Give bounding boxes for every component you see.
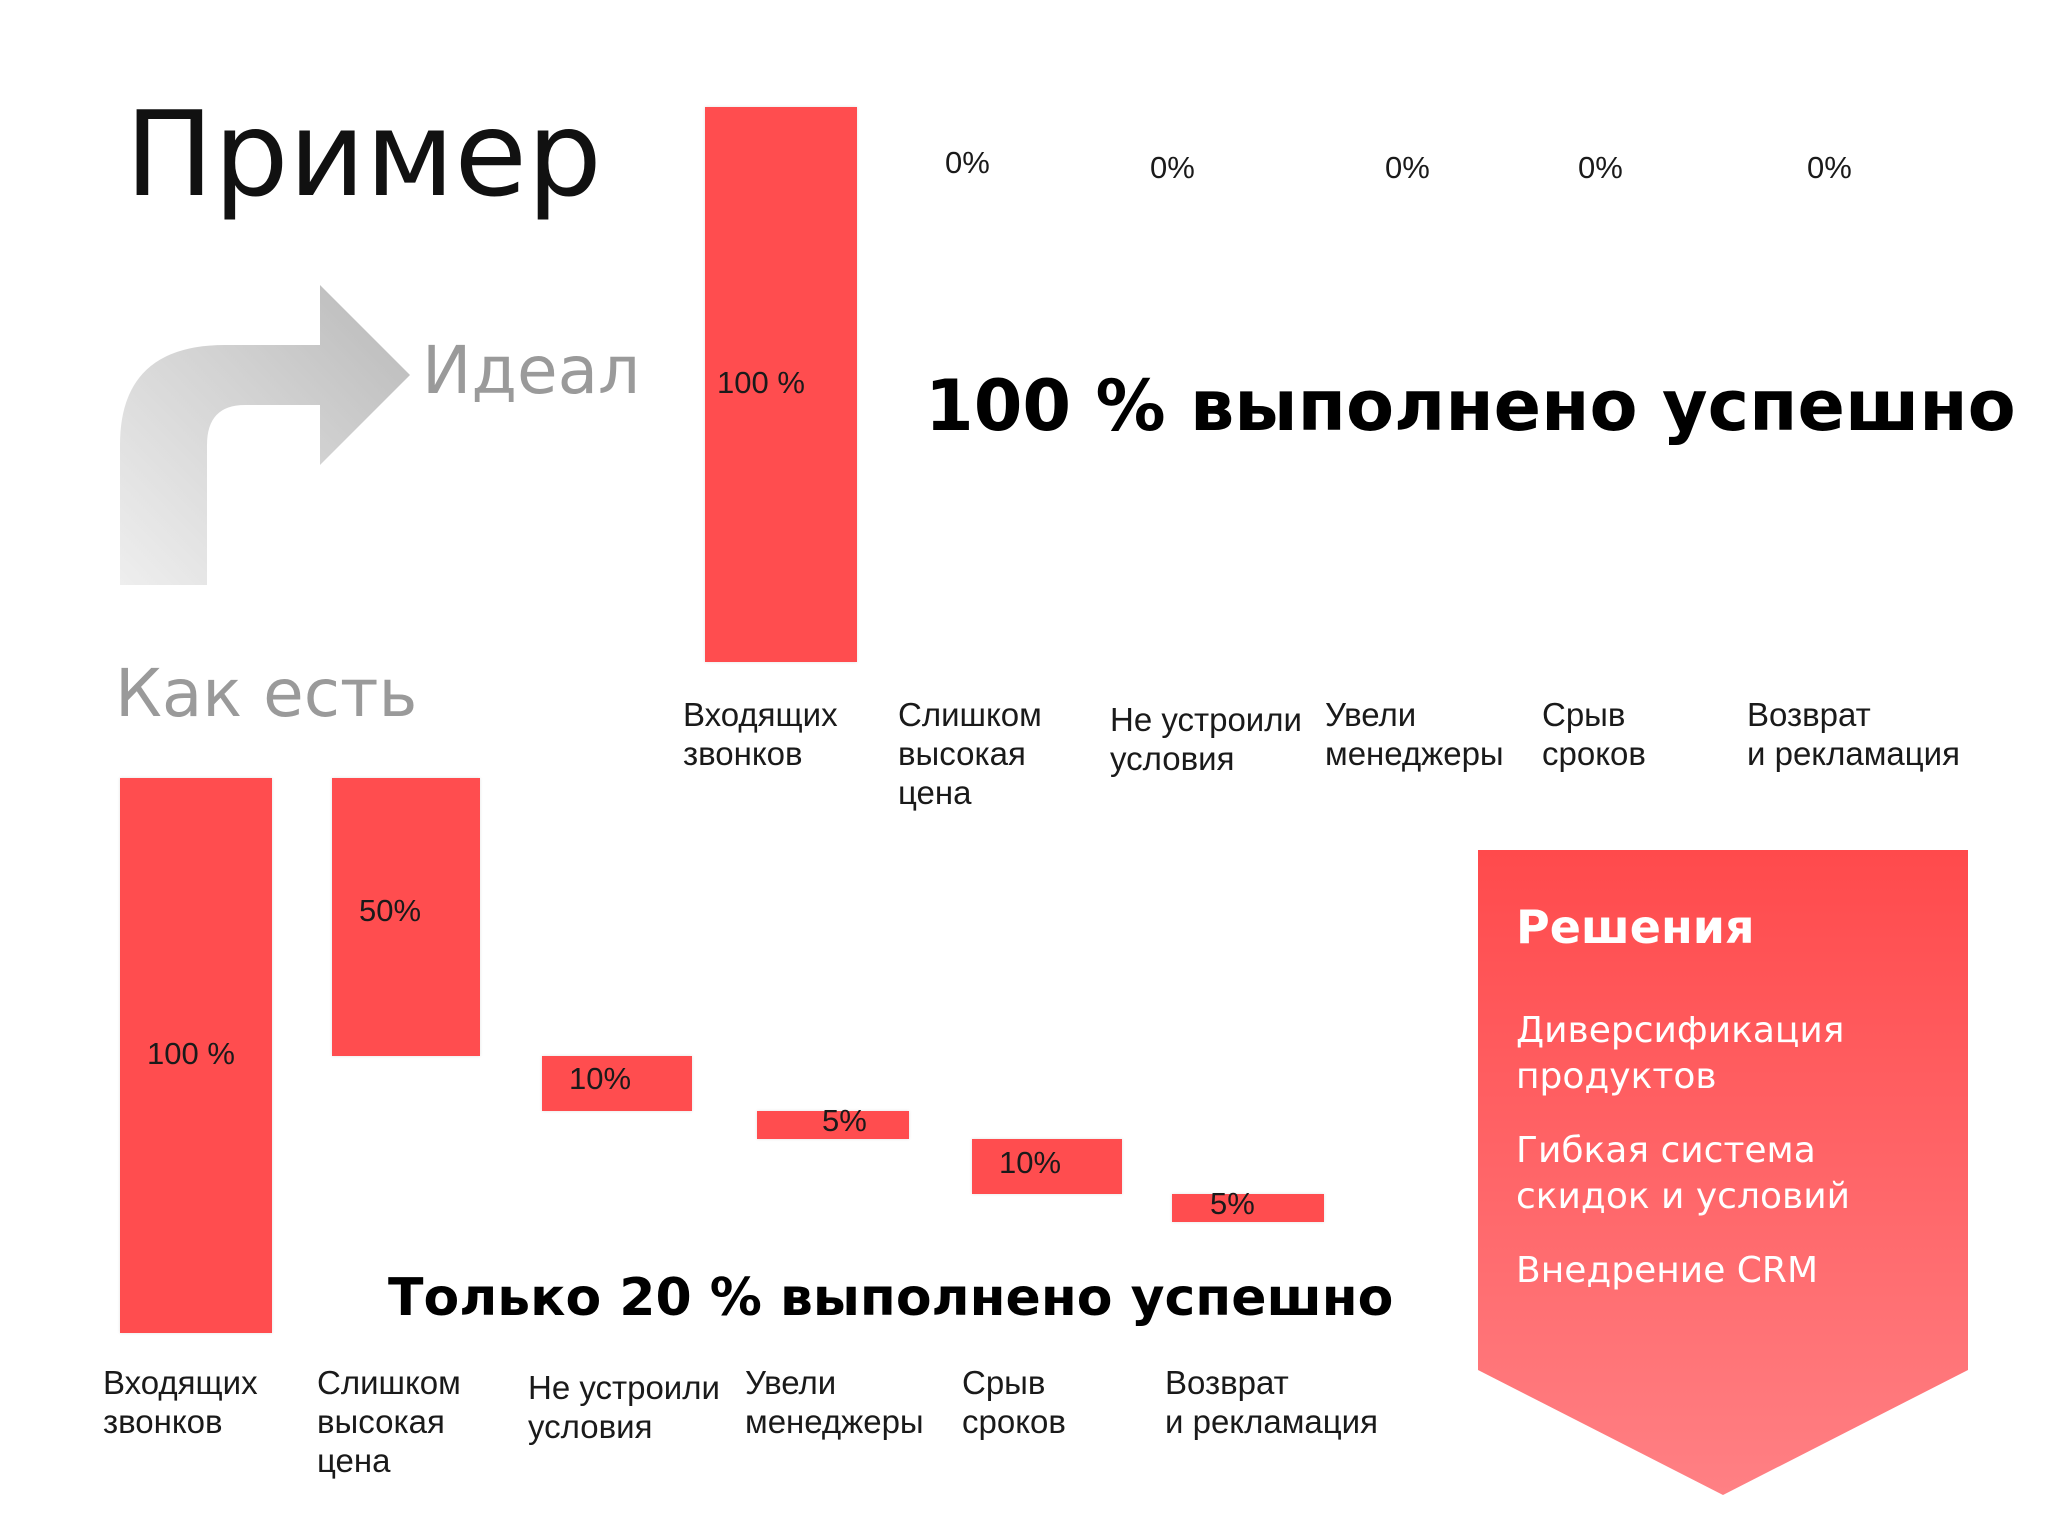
asis-category-label-3: Увели менеджеры	[745, 1364, 924, 1440]
ideal-value-label-0: 100 %	[717, 364, 805, 400]
asis-category-label-5: Возврат и рекламация	[1165, 1364, 1378, 1440]
asis-label: Как есть	[115, 655, 418, 732]
solutions-panel: Решения Диверсификация продуктов Гибкая …	[1478, 850, 1968, 1495]
asis-value-label-0: 100 %	[147, 1035, 235, 1071]
page-title: Пример	[125, 85, 602, 223]
ideal-category-label-0: Входящих звонков	[683, 696, 838, 772]
asis-value-label-5: 5%	[1210, 1186, 1255, 1222]
ideal-value-label-4: 0%	[1578, 150, 1623, 185]
ideal-value-label-5: 0%	[1807, 150, 1852, 185]
asis-bar-4	[972, 1138, 1122, 1195]
solution-item-diversification: Диверсификация продуктов	[1516, 1010, 1845, 1097]
ideal-category-label-3: Увели менеджеры	[1325, 696, 1504, 772]
solutions-heading: Решения	[1516, 900, 1755, 954]
asis-bar-3	[757, 1111, 909, 1139]
asis-category-label-1: Слишком высокая цена	[317, 1364, 461, 1479]
solution-item-discounts: Гибкая система скидок и условий	[1516, 1130, 1851, 1217]
asis-value-label-2: 10%	[569, 1061, 632, 1097]
ideal-headline: 100 % выполнено успешно	[925, 365, 2016, 447]
asis-value-label-1: 50%	[359, 893, 422, 928]
asis-category-label-2: Не устроили условия	[528, 1369, 720, 1445]
ideal-value-label-2: 0%	[1150, 150, 1195, 185]
ideal-category-label-5: Возврат и рекламация	[1747, 696, 1960, 772]
asis-category-label-4: Срыв сроков	[962, 1364, 1066, 1440]
ideal-label: Идеал	[422, 332, 641, 409]
asis-value-label-4: 10%	[999, 1144, 1062, 1180]
solutions-panel-shape	[1478, 850, 1968, 1495]
ideal-value-label-3: 0%	[1385, 150, 1430, 185]
ideal-category-label-1: Слишком высокая цена	[898, 696, 1042, 811]
ideal-value-label-1: 0%	[945, 145, 990, 180]
asis-bar-5	[1172, 1194, 1324, 1222]
asis-value-label-3: 5%	[822, 1102, 867, 1138]
asis-bar-2	[542, 1055, 692, 1111]
asis-bar-0	[120, 778, 272, 1333]
ideal-category-label-2: Не устроили условия	[1110, 701, 1302, 777]
ideal-bar-0	[705, 107, 857, 662]
curved-arrow-icon	[120, 285, 410, 585]
asis-bar-1	[332, 778, 480, 1056]
asis-headline: Только 20 % выполнено успешно	[388, 1268, 1394, 1328]
ideal-category-label-4: Срыв сроков	[1542, 696, 1646, 772]
asis-category-label-0: Входящих звонков	[103, 1364, 258, 1440]
solution-item-crm: Внедрение CRM	[1516, 1250, 1819, 1291]
